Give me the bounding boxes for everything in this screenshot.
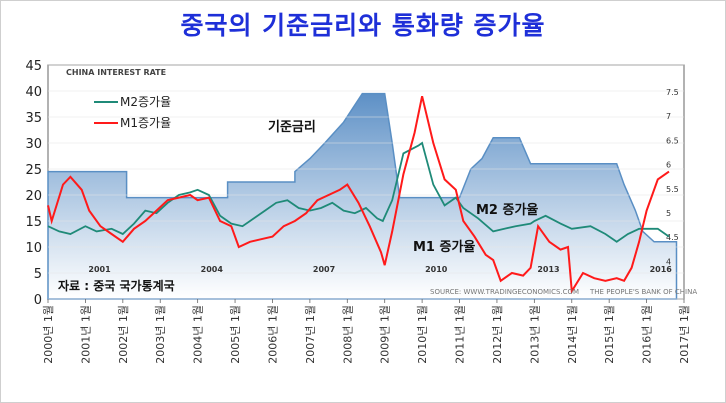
x-tick-4: 2004년 1월 [192,305,205,364]
y-tick-25: 25 [25,163,42,178]
annotation-m1: M1 증가율 [413,239,475,255]
y2-tick-5.5: 5.5 [666,185,679,194]
y-tick-35: 35 [25,111,42,126]
inner-year-2004: 2004 [201,265,224,274]
y2-tick-7.5: 7.5 [666,88,679,97]
y-tick-5: 5 [34,267,42,282]
x-tick-2: 2002년 1월 [117,305,130,364]
annotation-rate: 기준금리 [268,119,316,135]
inner-year-2013: 2013 [537,265,559,274]
y-tick-15: 15 [25,215,42,230]
x-tick-9: 2009년 1월 [379,305,392,364]
inner-year-labels: 2001 2004 2007 2010 2013 2016 [88,265,672,274]
x-tick-6: 2006년 1월 [266,305,279,364]
y2-tick-6.5: 6.5 [666,136,679,145]
x-tick-10: 2010년 1월 [416,305,429,364]
m1-series-line [47,95,670,295]
x-tick-11: 2011년 1월 [454,305,467,364]
legend-label-m2: M2증가율 [120,95,171,109]
y-tick-0: 0 [34,293,42,308]
legend: M2증가율 M1증가율 [94,95,171,130]
inner-year-2007: 2007 [313,265,335,274]
x-tick-13: 2013년 1월 [528,305,541,364]
y2-tick-5: 5 [666,209,671,218]
annotation-m2: M2 증가율 [476,202,538,218]
inner-year-2016: 2016 [650,265,673,274]
x-tick-14: 2014년 1월 [566,305,579,364]
watermark-right: THE PEOPLE'S BANK OF CHINA [589,288,697,296]
x-tick-17: 2017년 1월 [678,305,691,364]
inner-year-2010: 2010 [425,265,448,274]
watermark-left: SOURCE: WWW.TRADINGECONOMICS.COM [430,288,579,296]
x-tick-12: 2012년 1월 [491,305,504,364]
m2-series-line [47,141,670,243]
y2-tick-7: 7 [666,112,671,121]
legend-label-m1: M1증가율 [120,116,171,130]
x-tick-5: 2005년 1월 [229,305,242,364]
y2-axis-ticks: 7.5 7 6.5 6 5.5 5 4.5 4 [666,88,679,266]
x-tick-15: 2015년 1월 [603,305,616,364]
y-tick-30: 30 [25,137,42,152]
y-axis-ticks: 45 40 35 30 25 20 15 10 5 0 [25,59,42,308]
x-tick-7: 2007년 1월 [304,305,317,364]
y-tick-45: 45 [25,59,42,74]
source-note: 자료 : 중국 국가통계국 [58,278,175,293]
grid-lines [48,64,684,300]
x-tick-0: 2000년 1월 [42,305,55,364]
inner-chart-label: CHINA INTEREST RATE [66,68,166,77]
y-tick-40: 40 [25,85,42,100]
x-tick-16: 2016년 1월 [641,305,654,364]
y2-tick-4.5: 4.5 [666,233,679,242]
y2-tick-4: 4 [666,257,671,266]
y2-tick-6: 6 [666,161,671,170]
y-tick-20: 20 [25,189,42,204]
inner-year-2001: 2001 [88,265,111,274]
y-tick-10: 10 [25,241,42,256]
x-tick-3: 2003년 1월 [154,305,167,364]
x-tick-1: 2001년 1월 [79,305,92,364]
x-axis-ticks: 2000년 1월 2001년 1월 2002년 1월 2003년 1월 2004년 1월… [42,299,691,364]
x-tick-8: 2008년 1월 [341,305,354,364]
chart-title: 중국의 기준금리와 통화량 증가율 [180,11,546,40]
